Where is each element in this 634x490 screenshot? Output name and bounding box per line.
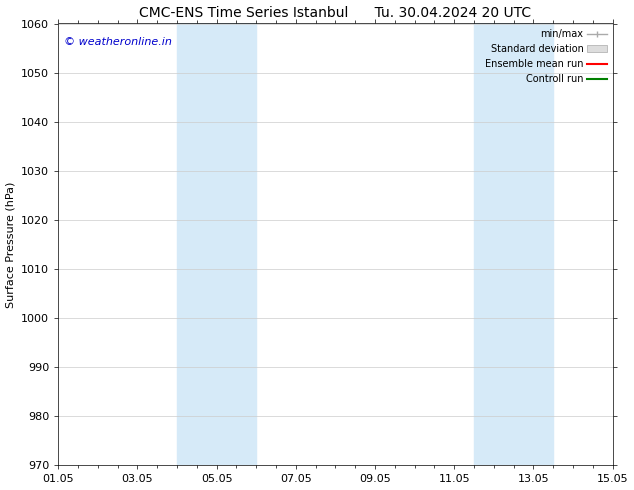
Bar bbox=[177, 24, 256, 465]
Title: CMC-ENS Time Series Istanbul      Tu. 30.04.2024 20 UTC: CMC-ENS Time Series Istanbul Tu. 30.04.2… bbox=[139, 5, 531, 20]
Bar bbox=[474, 24, 553, 465]
Y-axis label: Surface Pressure (hPa): Surface Pressure (hPa) bbox=[6, 181, 16, 308]
Text: © weatheronline.in: © weatheronline.in bbox=[64, 37, 172, 47]
Legend: min/max, Standard deviation, Ensemble mean run, Controll run: min/max, Standard deviation, Ensemble me… bbox=[481, 25, 611, 88]
